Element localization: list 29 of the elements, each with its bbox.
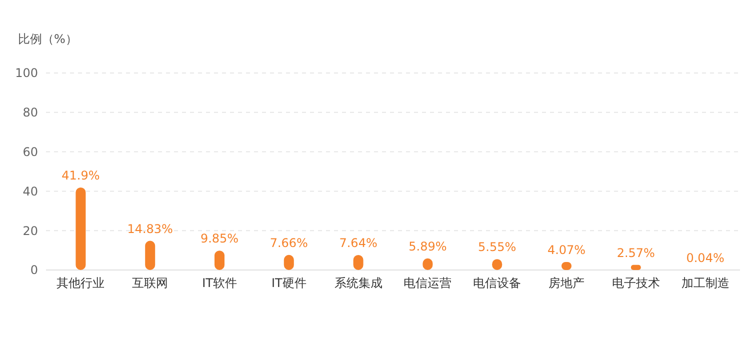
x-tick-label: 电信设备	[473, 276, 522, 290]
y-tick-label: 20	[22, 224, 38, 238]
bar	[145, 240, 156, 270]
y-tick-label: 60	[22, 145, 38, 159]
x-tick-label: 电信运营	[404, 276, 452, 290]
y-axis-title: 比例（%）	[18, 32, 78, 46]
data-label: 2.57%	[616, 246, 655, 260]
x-tick-label: IT硬件	[271, 276, 306, 290]
x-tick-label: 互联网	[132, 276, 168, 290]
y-tick-label: 100	[15, 66, 38, 80]
y-tick-label: 0	[30, 263, 38, 278]
data-label: 14.83%	[127, 222, 173, 236]
x-tick-label: 电子技术	[612, 276, 660, 290]
data-label: 7.64%	[339, 236, 378, 250]
x-tick-label: IT软件	[202, 276, 237, 290]
data-label: 5.55%	[478, 240, 516, 254]
x-tick-label: 其他行业	[56, 276, 105, 290]
data-label: 41.9%	[62, 168, 100, 182]
data-label: 7.66%	[270, 236, 308, 250]
bar	[76, 187, 86, 270]
data-label: 0.04%	[686, 250, 724, 265]
data-label: 4.07%	[547, 242, 586, 257]
x-tick-label: 房地产	[548, 276, 584, 290]
data-label: 5.89%	[408, 239, 447, 254]
y-tick-label: 80	[22, 106, 38, 120]
y-tick-label: 40	[22, 184, 38, 198]
x-tick-label: 系统集成	[334, 276, 382, 290]
data-label: 9.85%	[200, 232, 239, 246]
x-tick-label: 加工制造	[681, 276, 730, 290]
